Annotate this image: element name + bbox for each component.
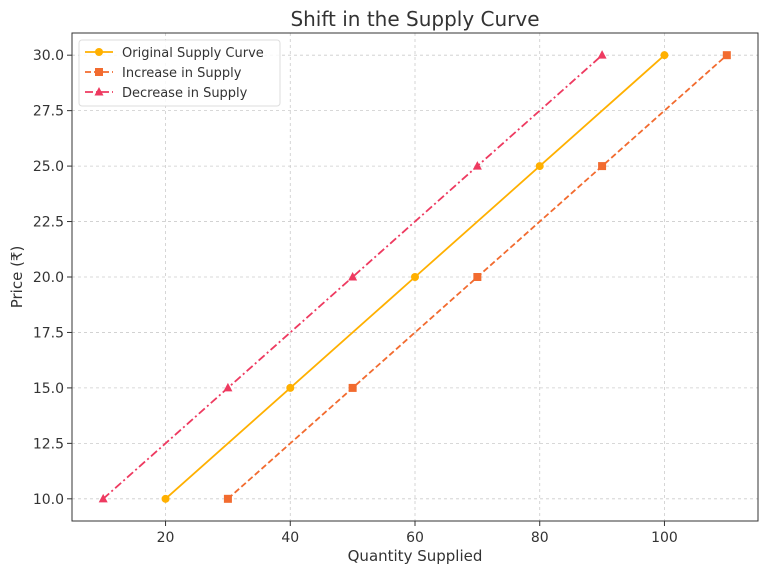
series-2 [98,50,607,503]
data-point [598,162,607,171]
data-point [411,273,419,281]
x-tick-label: 40 [281,530,299,546]
data-point [95,48,103,56]
data-point [286,383,295,392]
series-layer [98,50,731,503]
data-point [597,50,607,59]
data-point [223,382,233,392]
y-tick-label: 22.5 [33,215,64,231]
y-tick-label: 30.0 [33,48,64,64]
data-point [95,68,103,76]
series-line [102,54,603,500]
data-point [722,51,731,60]
data-point [473,273,482,281]
ticks: 20 40 60 80 100 10.0 12.5 15.0 17.5 20.0 22.5 25.0 2… [33,48,678,546]
legend: Original Supply Curve Increase in Supply D… [78,39,281,107]
y-tick-label: 15.0 [33,381,64,397]
y-tick-label: 20.0 [33,270,64,286]
data-point [660,51,669,60]
y-axis-label: Price (₹) [8,246,26,309]
data-point [223,494,232,503]
data-point [535,162,544,171]
data-point [348,272,358,281]
x-axis-label: Quantity Supplied [348,547,483,565]
x-tick-label: 80 [531,530,549,546]
y-tick-label: 10.0 [33,492,64,508]
x-tick-label: 20 [157,530,175,546]
legend-box [78,39,281,107]
data-point [472,161,482,170]
y-tick-label: 17.5 [33,325,64,341]
y-tick-label: 27.5 [33,104,64,120]
x-tick-label: 100 [651,530,678,546]
series-0 [161,51,669,503]
x-tick-label: 60 [406,530,424,546]
legend-label: Increase in Supply [122,66,242,81]
y-tick-label: 12.5 [33,436,64,452]
data-point [161,494,170,503]
y-tick-label: 25.0 [33,159,64,175]
legend-label: Original Supply Curve [122,46,264,61]
series-1 [223,51,731,503]
chart-title: Shift in the Supply Curve [290,7,539,31]
data-point [94,87,104,96]
data-point [98,493,108,503]
legend-label: Decrease in Supply [122,86,248,101]
data-point [348,383,357,392]
